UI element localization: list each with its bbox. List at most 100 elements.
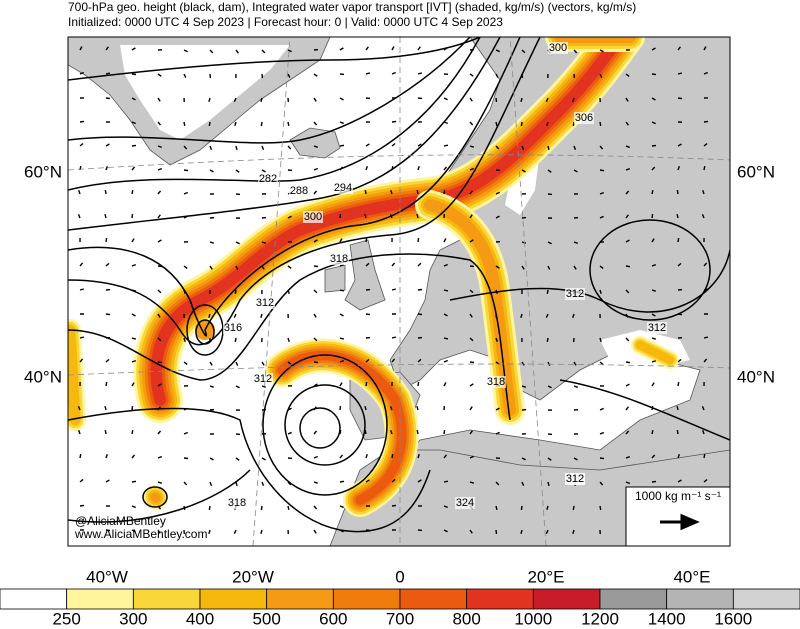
vector bbox=[625, 481, 630, 485]
vector bbox=[625, 406, 629, 411]
vector bbox=[339, 382, 343, 387]
vector bbox=[703, 478, 708, 483]
vector bbox=[599, 505, 602, 511]
vector bbox=[157, 529, 161, 534]
vector bbox=[651, 144, 657, 147]
vector bbox=[104, 213, 107, 219]
vector bbox=[469, 190, 473, 195]
vector bbox=[131, 47, 136, 51]
vector bbox=[520, 121, 523, 127]
lat-label: 60°N bbox=[737, 162, 775, 181]
vector bbox=[495, 215, 500, 219]
vector bbox=[261, 145, 265, 150]
vector bbox=[545, 97, 549, 102]
vector bbox=[79, 504, 85, 507]
vector bbox=[183, 121, 186, 127]
vector bbox=[209, 481, 213, 486]
vector bbox=[364, 213, 367, 219]
vector bbox=[546, 121, 549, 127]
vector bbox=[261, 385, 267, 388]
vector bbox=[625, 361, 631, 364]
vector bbox=[547, 385, 552, 389]
vector bbox=[235, 481, 238, 487]
vector bbox=[547, 481, 550, 487]
vector bbox=[287, 481, 292, 486]
vector bbox=[183, 431, 188, 435]
colorbar-swatch bbox=[532, 588, 601, 610]
colorbar-label: 1600 bbox=[714, 609, 752, 628]
vector bbox=[131, 97, 136, 101]
ivt-shading bbox=[68, 37, 679, 517]
vector bbox=[469, 481, 475, 484]
vector bbox=[261, 265, 265, 270]
vector bbox=[469, 214, 473, 219]
vector bbox=[416, 429, 419, 435]
vector bbox=[443, 238, 447, 243]
vector bbox=[364, 189, 367, 195]
vector bbox=[625, 313, 629, 318]
vector bbox=[208, 505, 211, 511]
vector bbox=[339, 313, 344, 317]
vector bbox=[391, 336, 397, 339]
vector bbox=[443, 480, 449, 483]
vector bbox=[339, 529, 344, 533]
vector bbox=[183, 505, 186, 511]
colorbar-label: 500 bbox=[252, 609, 280, 628]
vector bbox=[573, 241, 579, 244]
vector bbox=[547, 241, 552, 245]
vector bbox=[651, 360, 657, 363]
vector bbox=[417, 381, 420, 387]
vector bbox=[157, 455, 162, 459]
vector bbox=[235, 169, 240, 173]
vector bbox=[701, 214, 705, 219]
vector bbox=[390, 189, 393, 195]
vector bbox=[183, 145, 188, 150]
vector bbox=[339, 97, 344, 101]
vector bbox=[157, 313, 161, 318]
vector bbox=[131, 189, 134, 195]
lon-label: 0 bbox=[395, 567, 404, 586]
vector bbox=[105, 46, 109, 51]
vector bbox=[599, 73, 603, 78]
vector bbox=[339, 454, 344, 459]
vector bbox=[599, 289, 602, 295]
vector bbox=[260, 505, 263, 511]
contour-label: 288 bbox=[290, 185, 308, 197]
vector bbox=[131, 429, 134, 435]
vector bbox=[131, 289, 137, 292]
vector bbox=[651, 289, 657, 292]
contour-label-bg bbox=[486, 376, 506, 388]
vector bbox=[313, 481, 319, 484]
vector bbox=[521, 241, 527, 244]
vector bbox=[495, 337, 498, 343]
vector bbox=[547, 169, 552, 173]
vector bbox=[79, 46, 83, 51]
lon-label: 20°W bbox=[232, 567, 274, 586]
vector bbox=[313, 167, 318, 171]
vector bbox=[703, 165, 706, 171]
vector bbox=[573, 361, 577, 366]
vector bbox=[105, 453, 108, 459]
vector bbox=[313, 313, 317, 318]
vector bbox=[389, 214, 393, 219]
credit-handle: @AliciaMBentley bbox=[75, 514, 166, 528]
vector bbox=[573, 49, 578, 54]
vector bbox=[183, 337, 186, 343]
contour-label-bg bbox=[333, 182, 353, 194]
vector bbox=[417, 358, 422, 363]
vector bbox=[391, 142, 396, 147]
vector bbox=[157, 73, 162, 77]
vector bbox=[287, 49, 292, 53]
vector bbox=[131, 313, 136, 317]
vector bbox=[157, 121, 162, 126]
vector bbox=[703, 336, 709, 339]
vector bbox=[521, 457, 526, 461]
vector bbox=[521, 361, 525, 366]
colorbar-label: 1000 bbox=[514, 609, 552, 628]
height-contours bbox=[68, 37, 730, 533]
vector bbox=[208, 529, 211, 535]
vector bbox=[365, 72, 371, 75]
vector bbox=[703, 358, 708, 363]
vector bbox=[651, 337, 657, 340]
vector bbox=[573, 385, 579, 388]
